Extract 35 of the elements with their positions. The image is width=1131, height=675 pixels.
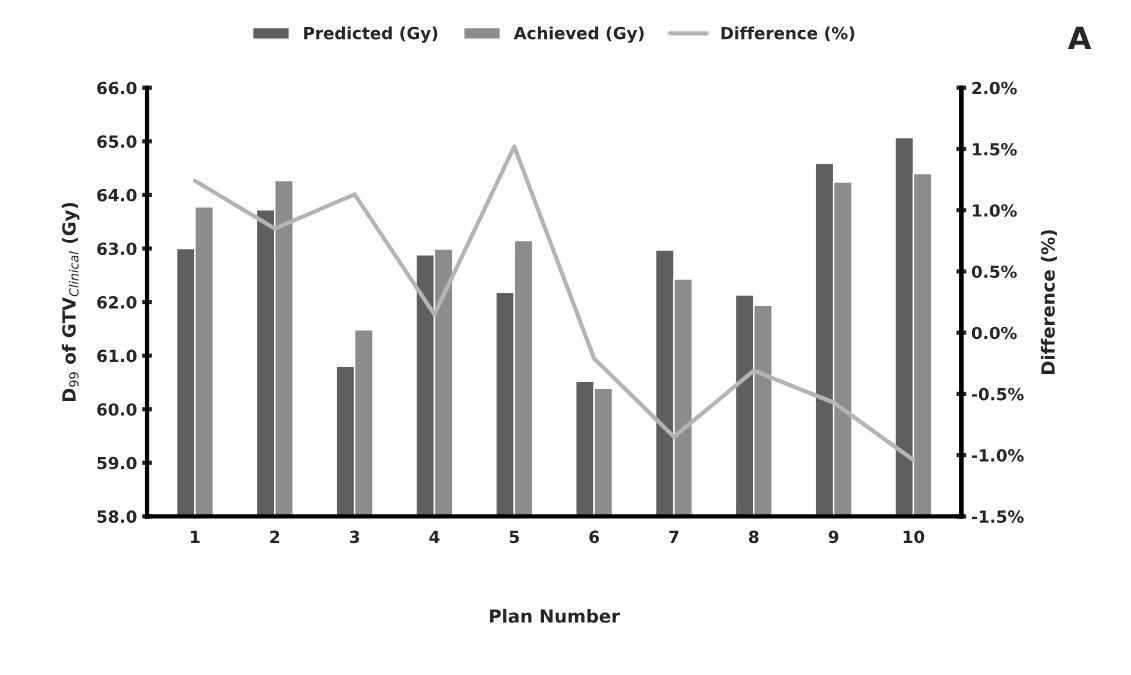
x-axis-title: Plan Number (490, 608, 620, 623)
y2-axis-title: Difference (%) (1040, 230, 1057, 374)
legend-label: Difference (%) (721, 26, 855, 42)
x-tick-label: 2 (270, 530, 280, 543)
y-tick-label: 61.0 (97, 349, 137, 363)
y-tick-label: 59.0 (97, 456, 137, 470)
x-tick-label: 1 (191, 530, 200, 543)
y2-tick-label: 1.5% (972, 142, 1017, 156)
y-tick-label: 58.0 (97, 510, 137, 523)
y-tick-label: 62.0 (97, 296, 137, 309)
line-series (192, 144, 916, 463)
y2-tick-label: 0.5% (971, 265, 1017, 279)
x-tick-label: 9 (828, 530, 839, 544)
legend-label: Predicted (Gy) (304, 26, 438, 43)
y2-tick-label: 1.0% (972, 204, 1017, 217)
x-tick-label: 8 (749, 530, 759, 544)
x-tick-label: 6 (589, 530, 600, 544)
y-axis-title: D$_{99}$ of GTV$_{Clinical}$ (Gy) (61, 202, 80, 402)
y2-tick-label: -1.0% (971, 449, 1024, 462)
text: A (1067, 26, 1092, 49)
y2-tick-label: 0.0% (971, 326, 1017, 340)
y2-tick-label: -1.5% (971, 510, 1024, 523)
legend-label: Achieved (Gy) (513, 26, 644, 43)
y-tick-label: 60.0 (97, 403, 137, 416)
x-tick-label: 3 (349, 530, 360, 544)
y2-tick-label: -0.5% (971, 387, 1024, 401)
y-tick-label: 65.0 (97, 135, 137, 148)
x-tick-label: 5 (509, 530, 519, 544)
x-tick-label: 4 (429, 530, 440, 543)
y2-tick-label: 2.0% (972, 81, 1017, 95)
x-tick-label: 7 (669, 530, 679, 543)
x-tick-label: 10 (903, 530, 925, 544)
y-tick-label: 64.0 (97, 188, 137, 202)
y-tick-label: 66.0 (97, 81, 137, 95)
y-tick-label: 63.0 (97, 242, 137, 256)
